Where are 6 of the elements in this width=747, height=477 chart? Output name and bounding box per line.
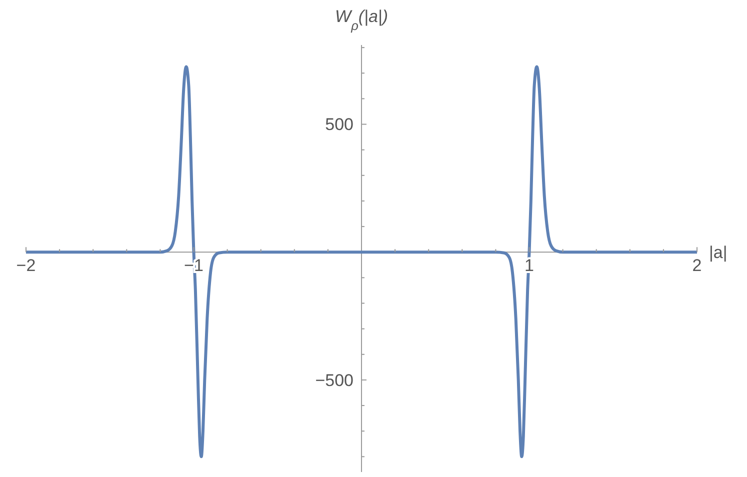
x-tick-label: 2 [692, 256, 702, 276]
x-axis-title: |a| [709, 243, 728, 262]
y-tick-label: 500 [325, 115, 354, 134]
y-tick-label: −500 [315, 370, 354, 390]
y-axis-title: W$_{ρ}$(|a|) [335, 7, 388, 32]
x-tick-label: −2 [16, 256, 36, 276]
